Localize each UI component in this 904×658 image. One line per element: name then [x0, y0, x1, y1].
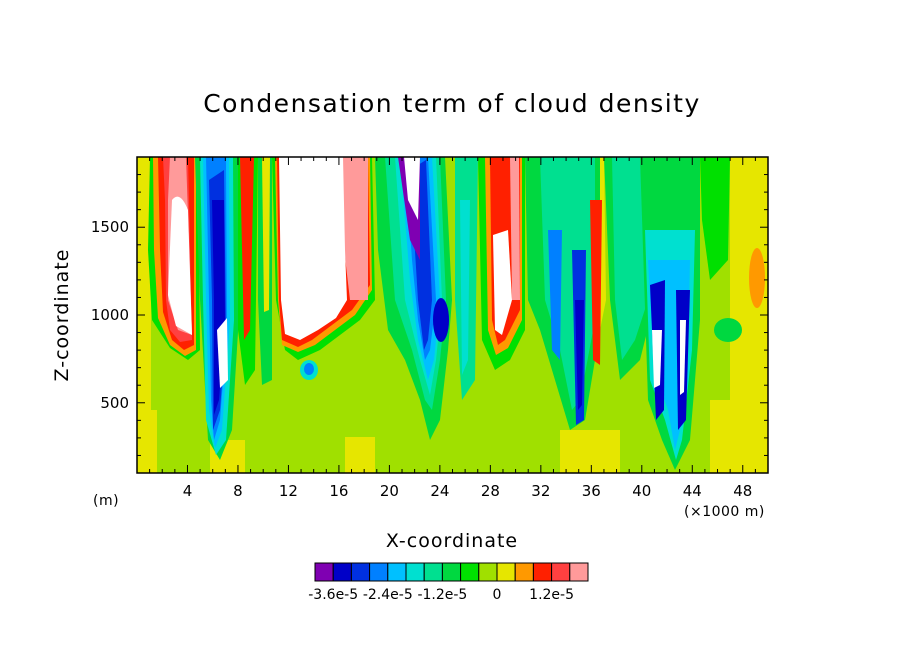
contour-region — [714, 318, 742, 342]
plot-area — [137, 157, 768, 473]
colorbar-swatch — [496, 562, 516, 582]
x-tick-label: 8 — [233, 482, 243, 500]
colorbar-swatch — [532, 562, 553, 582]
colorbar-swatch — [514, 562, 534, 582]
colorbar-swatch — [350, 562, 371, 582]
colorbar-swatch — [569, 562, 589, 582]
contour-region — [560, 430, 620, 473]
contour-region — [217, 318, 228, 388]
contour-region — [749, 248, 765, 308]
x-unit-right: (×1000 m) — [684, 504, 765, 520]
colorbar-swatch — [460, 562, 480, 582]
colorbar-swatch — [387, 562, 407, 582]
contour-region — [493, 230, 512, 335]
x-tick-label: 32 — [531, 482, 550, 500]
contour-region — [340, 157, 368, 300]
contour-region — [460, 200, 470, 375]
y-axis-label: Z-coordinate — [51, 249, 73, 382]
contour-region — [510, 157, 520, 300]
y-axis: 500 1000 1500 — [91, 174, 768, 456]
colorbar-tick-label: -2.4e-5 — [363, 587, 413, 603]
colorbar-swatch — [478, 562, 498, 582]
contour-region — [404, 157, 420, 220]
x-tick-label: 20 — [380, 482, 399, 500]
x-tick-label: 12 — [279, 482, 298, 500]
x-tick-label: 44 — [683, 482, 702, 500]
contour-region — [433, 298, 449, 342]
contour-region — [345, 437, 375, 473]
x-tick-label: 16 — [329, 482, 348, 500]
x-unit-left: (m) — [93, 493, 119, 509]
contour-region — [548, 230, 562, 360]
y-tick-label: 500 — [100, 394, 129, 412]
x-axis-label: X-coordinate — [386, 530, 518, 552]
colorbar-swatch — [332, 562, 352, 582]
x-tick-label: 28 — [481, 482, 500, 500]
contour-region — [168, 196, 192, 335]
x-tick-label: 36 — [582, 482, 601, 500]
chart-title: Condensation term of cloud density — [203, 89, 701, 118]
colorbar: -3.6e-5 -2.4e-5 -1.2e-5 0 1.2e-5 — [308, 562, 589, 603]
contour-region — [137, 410, 157, 473]
x-tick-label: 4 — [183, 482, 193, 500]
contour-region — [304, 363, 314, 375]
colorbar-tick-label: 1.2e-5 — [529, 587, 574, 603]
contour-region — [279, 157, 347, 340]
contour-region — [652, 330, 662, 388]
contour-region — [590, 200, 602, 365]
x-tick-label: 24 — [430, 482, 449, 500]
colorbar-swatch — [369, 562, 389, 582]
contour-region — [710, 400, 768, 473]
y-tick-label: 1000 — [91, 306, 129, 324]
colorbar-swatch — [405, 562, 425, 582]
y-tick-label: 1500 — [91, 218, 129, 236]
contour-region — [680, 320, 686, 395]
contour-region — [700, 157, 730, 280]
x-tick-label: 40 — [632, 482, 651, 500]
contour-region — [262, 157, 270, 312]
colorbar-swatch — [423, 562, 443, 582]
x-axis: 4 8 12 16 20 24 28 32 36 40 44 48 — [149, 157, 756, 500]
x-tick-label: 48 — [733, 482, 752, 500]
colorbar-tick-label: -1.2e-5 — [417, 587, 467, 603]
colorbar-swatch — [551, 562, 571, 582]
colorbar-tick-label: -3.6e-5 — [308, 587, 358, 603]
colorbar-swatch — [314, 562, 334, 582]
colorbar-tick-label: 0 — [493, 587, 502, 603]
contour-region — [240, 157, 254, 340]
contour-region — [612, 157, 648, 360]
contour-region — [575, 300, 584, 410]
colorbar-swatch — [441, 562, 462, 582]
